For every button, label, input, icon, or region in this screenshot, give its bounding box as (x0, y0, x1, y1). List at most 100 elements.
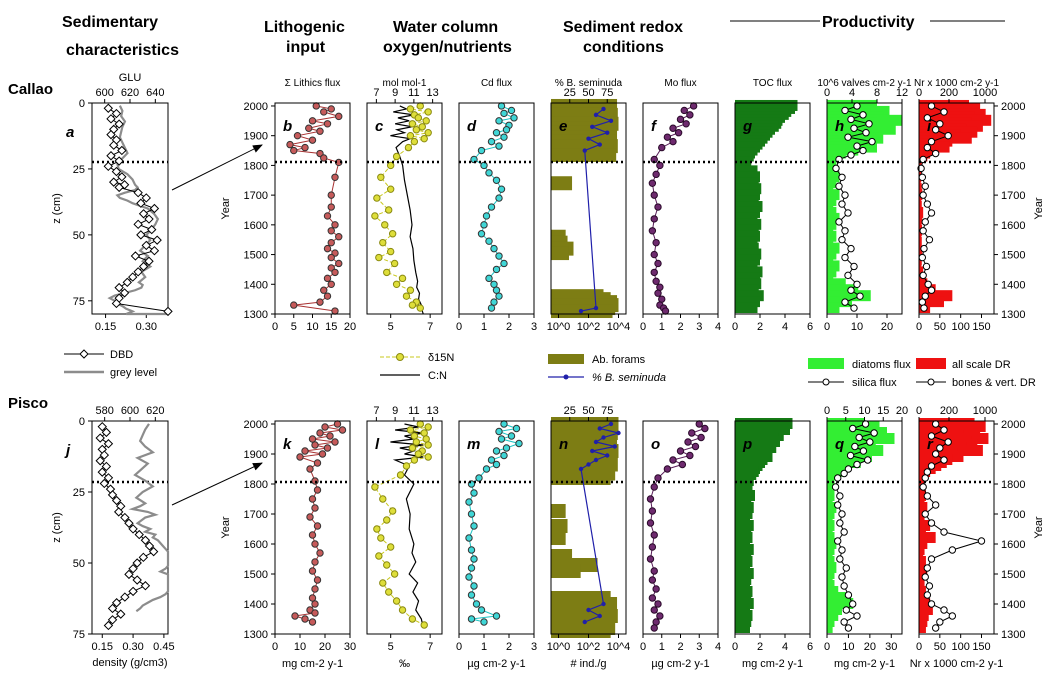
series-marker (648, 507, 657, 515)
series-marker (323, 292, 332, 300)
diatom-bar (827, 260, 840, 272)
y-tick-label: 2000 (1001, 101, 1025, 113)
toc-bar (735, 538, 750, 549)
x-axis-label: # ind./g (570, 658, 606, 670)
diatom-bar (827, 296, 852, 308)
silica-marker (834, 501, 842, 509)
d15n-marker (377, 534, 385, 542)
panel-frame (826, 420, 903, 635)
bones-marker (940, 606, 948, 614)
legend-water: δ15N C:N (380, 352, 454, 382)
x-tick-top-label: 0 (824, 405, 830, 417)
dbd-marker (122, 277, 132, 288)
series-marker (335, 233, 343, 241)
forams-bar (551, 564, 581, 578)
toc-bar (735, 532, 753, 543)
bones-marker (936, 444, 944, 452)
diatom-bar (827, 171, 840, 183)
series-marker (497, 185, 506, 193)
toc-bar (735, 302, 758, 314)
dbd-marker (101, 461, 112, 472)
silica-marker (868, 137, 876, 146)
scale-bar (919, 266, 924, 278)
series-marker (465, 498, 473, 506)
series-marker (658, 295, 666, 303)
series-marker (512, 424, 521, 433)
seminuda-marker (605, 453, 610, 458)
dbd-marker (114, 156, 124, 166)
panel-letter: i (927, 118, 932, 135)
series-marker (500, 420, 508, 428)
year-axis-label-right: Year (1033, 516, 1045, 539)
series-marker (305, 124, 313, 132)
dbd-marker (114, 119, 124, 129)
toc-bar (735, 490, 755, 501)
scale-bar (919, 296, 944, 308)
series-marker (658, 143, 666, 152)
bones-marker (927, 102, 936, 110)
diatom-bar (827, 598, 854, 609)
dbd-marker (117, 145, 127, 156)
series-marker (676, 115, 685, 124)
diatom-bar (827, 183, 834, 195)
scale-bar (919, 592, 928, 603)
panel-title: mol mol-1 (383, 78, 427, 89)
d15n-marker (390, 259, 399, 268)
diatom-bar (827, 248, 837, 260)
silica-marker (842, 564, 850, 572)
x-tick-label: 2 (677, 641, 683, 653)
y-tick-label: 1600 (244, 539, 268, 551)
x-tick-label: 4 (782, 641, 788, 653)
silica-marker (847, 151, 855, 159)
toc-bar (735, 475, 754, 486)
panel-frame (366, 102, 443, 315)
site-label-top: Callao (8, 81, 53, 98)
silica-marker (853, 142, 861, 150)
panel-frame (366, 420, 443, 635)
series-marker (648, 179, 657, 187)
series-marker (323, 444, 332, 452)
dbd-marker (119, 288, 130, 298)
series-marker (308, 495, 317, 503)
d15n-marker (383, 516, 391, 524)
forams-bar (551, 471, 611, 485)
dbd-marker (132, 575, 142, 585)
toc-bar (735, 195, 759, 207)
x-tick-top-label: 9 (392, 405, 398, 417)
x-tick-top-label: 50 (582, 405, 594, 417)
x-tick-label: 1 (659, 321, 665, 333)
heading-redox-2: conditions (583, 39, 664, 56)
d15n-marker (392, 597, 401, 605)
series-marker (477, 606, 486, 614)
x-tick-label: 150 (972, 321, 990, 333)
dbd-marker (130, 251, 141, 261)
seminuda-line (580, 108, 613, 312)
bones-marker (921, 474, 929, 482)
scale-bar (919, 177, 921, 189)
bones-marker (919, 483, 927, 491)
y-tick-label: 1400 (244, 279, 268, 291)
x-tick-label: 100 (951, 321, 969, 333)
legend-forams-swatch (548, 354, 584, 364)
diatom-bar (827, 610, 839, 621)
x-tick-top-label: 50 (582, 87, 594, 99)
toc-bar (735, 604, 750, 615)
dbd-marker (149, 245, 160, 256)
d15n-marker (373, 525, 381, 533)
series-marker (646, 519, 655, 527)
y-tick-label: 1600 (1001, 220, 1025, 232)
depth-tick-label: 75 (73, 629, 85, 641)
series-marker (311, 441, 319, 449)
series-marker (648, 576, 657, 584)
silica-marker (838, 200, 846, 208)
diatom-bar (827, 568, 835, 579)
x-axis-label: µg cm-2 y-1 (467, 658, 525, 670)
seminuda-marker (597, 613, 602, 619)
seminuda-marker (586, 136, 591, 141)
heading-water-1: Water column (393, 19, 498, 36)
depth-tick-label: 75 (73, 296, 85, 308)
x-tick-top-label: 9 (392, 87, 398, 99)
diatom-bar (827, 272, 834, 284)
dbd-marker (128, 272, 138, 282)
